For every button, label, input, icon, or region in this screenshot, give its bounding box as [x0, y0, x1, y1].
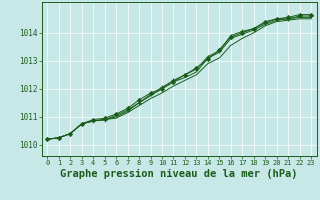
X-axis label: Graphe pression niveau de la mer (hPa): Graphe pression niveau de la mer (hPa) [60, 169, 298, 179]
